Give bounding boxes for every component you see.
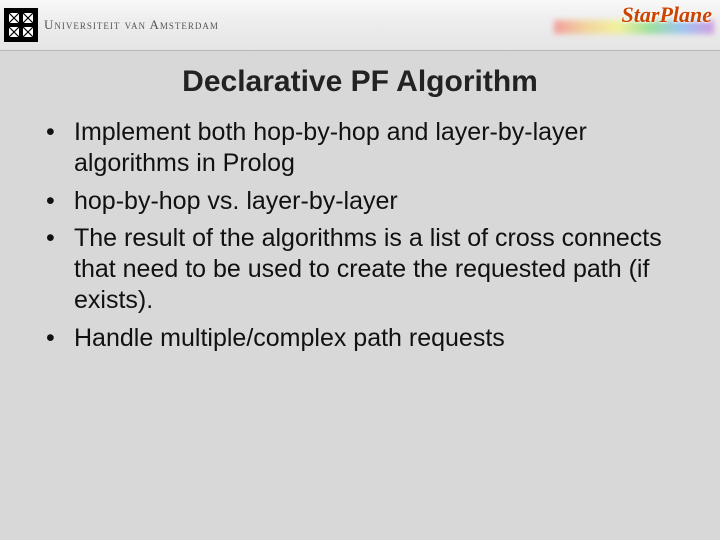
brand-logo: StarPlane	[622, 2, 712, 28]
uva-crest-icon	[4, 8, 38, 42]
header-bar: Universiteit van Amsterdam StarPlane	[0, 0, 720, 51]
bullet-item: The result of the algorithms is a list o…	[40, 223, 680, 317]
bullet-item: Implement both hop-by-hop and layer-by-l…	[40, 117, 680, 180]
slide-title: Declarative PF Algorithm	[0, 65, 720, 99]
brand-prefix: Star	[622, 2, 660, 27]
institution-name: Universiteit van Amsterdam	[44, 17, 219, 33]
bullet-item: hop-by-hop vs. layer-by-layer	[40, 186, 680, 217]
bullet-item: Handle multiple/complex path requests	[40, 323, 680, 354]
brand-suffix: Plane	[659, 2, 712, 28]
bullet-list: Implement both hop-by-hop and layer-by-l…	[40, 117, 680, 354]
slide-body: Implement both hop-by-hop and layer-by-l…	[0, 107, 720, 354]
uva-logo: Universiteit van Amsterdam	[4, 5, 219, 45]
slide: Universiteit van Amsterdam StarPlane Dec…	[0, 0, 720, 540]
